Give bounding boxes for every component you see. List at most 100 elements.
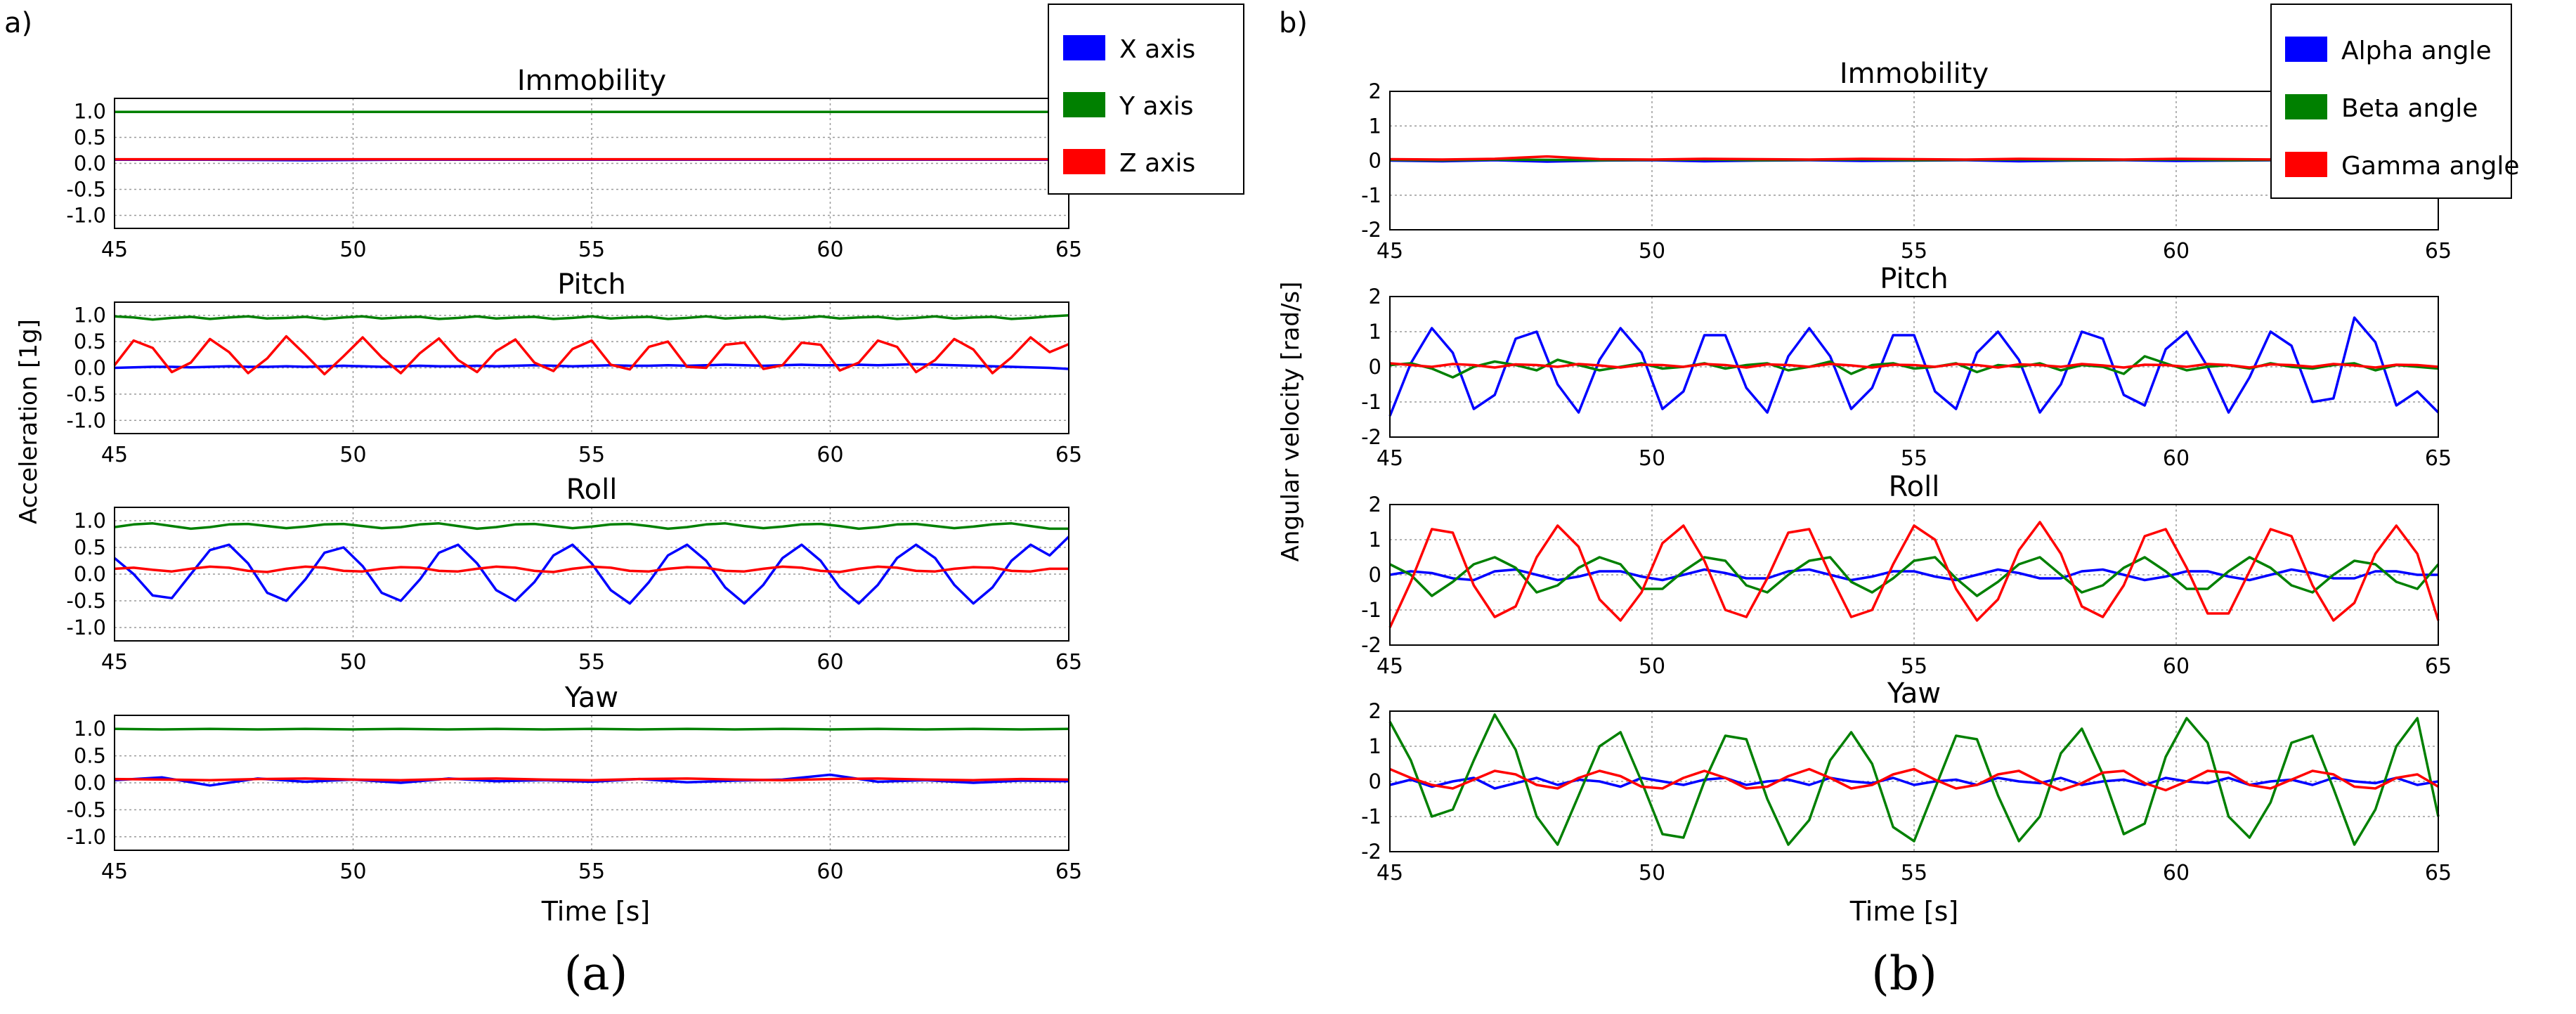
chart-b-roll-ytick-label-2: 0	[1369, 563, 1381, 587]
chart-a-yaw-xtick-label-60: 60	[817, 859, 843, 884]
chart-b-pitch-title: Pitch	[1880, 263, 1948, 295]
chart-b-pitch-ytick-label-1: -1	[1361, 390, 1381, 414]
chart-b-roll-xtick-label-50: 50	[1639, 654, 1665, 679]
chart-b-pitch-ytick-label-0: -2	[1361, 425, 1381, 449]
panel-b-ylabel: Angular velocity [rad/s]	[1277, 282, 1305, 562]
chart-a-pitch-xtick-label-60: 60	[817, 443, 843, 467]
legend-b-swatch-gamma	[2285, 152, 2327, 177]
chart-a-immobility-ytick-label-0: -1.0	[66, 204, 106, 228]
chart-a-yaw-ytick-label-3: 0.5	[74, 744, 106, 768]
legend-b-label-beta: Beta angle	[2341, 94, 2478, 123]
chart-a-yaw-ytick-label-2: 0.0	[74, 771, 106, 795]
legend-a-swatch-x	[1063, 35, 1105, 60]
chart-a-pitch-ytick-label-4: 1.0	[74, 304, 106, 327]
chart-b-pitch-xtick-label-45: 45	[1377, 446, 1403, 471]
chart-a-pitch-ytick-label-1: -0.5	[66, 382, 106, 406]
chart-a-immobility-ytick-label-1: -0.5	[66, 178, 106, 202]
subplot-b-roll: 45 50 55 60 65 -2 -1 0 1 2 Roll	[1361, 471, 2452, 679]
chart-a-yaw-xtick-label-50: 50	[339, 859, 366, 884]
panel-a-xlabel: Time [s]	[541, 896, 651, 927]
chart-b-immobility-xtick-label-55: 55	[1901, 239, 1927, 264]
chart-a-pitch-xtick-label-50: 50	[339, 443, 366, 467]
chart-b-yaw-ytick-label-1: -1	[1361, 805, 1381, 828]
chart-a-roll-ytick-label-3: 0.5	[74, 535, 106, 559]
chart-a-yaw-ytick-label-1: -0.5	[66, 798, 106, 821]
chart-b-roll-xtick-label-45: 45	[1377, 654, 1403, 679]
chart-a-yaw-xtick-label-65: 65	[1055, 859, 1082, 884]
chart-b-roll-ytick-label-1: -1	[1361, 598, 1381, 622]
chart-a-roll-frame	[114, 507, 1069, 642]
chart-b-yaw-series-gamma-angle	[1389, 767, 2439, 792]
chart-a-immobility-xtick-label-60: 60	[817, 238, 843, 262]
chart-b-immobility-series-gamma-angle	[1389, 155, 2439, 161]
chart-b-yaw-ytick-label-4: 2	[1369, 699, 1381, 723]
chart-b-immobility-ytick-label-4: 2	[1369, 79, 1381, 103]
chart-b-pitch-xtick-label-60: 60	[2163, 446, 2190, 471]
chart-a-roll-series-x-axis	[113, 535, 1070, 605]
chart-b-roll-frame	[1389, 504, 2439, 646]
chart-a-pitch-xtick-label-65: 65	[1055, 443, 1082, 467]
subplot-a-pitch: 45 50 55 60 65 -1.0-0.50.0 0.5 1.0 Pitch	[66, 268, 1082, 467]
chart-a-yaw-title: Yaw	[564, 682, 618, 714]
chart-a-roll-series-z-axis	[114, 565, 1069, 573]
legend-a-swatch-y	[1063, 92, 1105, 117]
chart-a-pitch-xtick-label-55: 55	[578, 443, 605, 467]
subplot-b-yaw: 45 50 55 60 65 -2 -1 0 1 2 Yaw	[1361, 677, 2452, 885]
chart-b-yaw-ytick-label-2: 0	[1369, 769, 1381, 793]
chart-a-pitch-series-y-axis	[114, 313, 1069, 321]
subplot-a-immobility: 45 50 55 60 65 -1.0-0.50.00.51.0 Immobility	[66, 65, 1082, 262]
panel-b-caption: (b)	[1871, 947, 1937, 1001]
chart-a-roll-xtick-label-45: 45	[101, 650, 128, 675]
chart-a-roll-title: Roll	[566, 474, 618, 506]
chart-b-immobility-ytick-label-1: -1	[1361, 183, 1381, 207]
chart-a-roll-series-y-axis	[114, 522, 1069, 531]
panel-a-ylabel: Acceleration [1g]	[15, 319, 43, 524]
chart-b-yaw-ytick-label-3: 1	[1369, 734, 1381, 758]
chart-a-yaw-xtick-label-55: 55	[578, 859, 605, 884]
legend-a-label-z: Z axis	[1119, 149, 1195, 178]
chart-a-pitch-ytick-label-3: 0.5	[74, 330, 106, 353]
chart-b-yaw-xtick-label-50: 50	[1639, 861, 1665, 885]
chart-b-roll-ytick-label-3: 1	[1369, 528, 1381, 552]
chart-a-yaw-series-z-axis	[114, 777, 1069, 781]
chart-b-immobility-xtick-label-45: 45	[1377, 239, 1403, 264]
chart-b-pitch-ytick-label-4: 2	[1369, 285, 1381, 308]
chart-b-immobility-xtick-label-50: 50	[1639, 239, 1665, 264]
legend-a-swatch-z	[1063, 149, 1105, 174]
legend-b-label-alpha: Alpha angle	[2341, 37, 2492, 65]
chart-b-yaw-title: Yaw	[1887, 677, 1941, 710]
chart-a-immobility-xtick-label-50: 50	[339, 238, 366, 262]
legend-a: X axis Y axis Z axis	[1048, 4, 1244, 195]
chart-a-roll-ytick-label-0: -1.0	[66, 616, 106, 639]
chart-a-roll-ytick-label-4: 1.0	[74, 509, 106, 533]
chart-a-immobility-ytick-label-2: 0.0	[74, 152, 106, 176]
subplot-b-pitch: 45 50 55 60 65 -2 -1 0 1 2 Pitch	[1361, 263, 2452, 471]
chart-b-yaw-ytick-label-0: -2	[1361, 840, 1381, 864]
legend-b: Alpha angle Beta angle Gamma angle	[2270, 4, 2519, 199]
chart-b-roll-xtick-label-60: 60	[2163, 654, 2190, 679]
chart-a-pitch-xtick-label-45: 45	[101, 443, 128, 467]
chart-b-roll-xtick-label-65: 65	[2425, 654, 2452, 679]
chart-a-roll-ytick-label-1: -0.5	[66, 589, 106, 613]
subplot-a-roll: 45 50 55 60 65 -1.0 -0.5 0.0 0.51.0 Roll	[66, 474, 1082, 675]
chart-b-yaw-xtick-label-45: 45	[1377, 861, 1403, 885]
chart-a-roll-xtick-label-60: 60	[817, 650, 843, 675]
chart-a-immobility-title: Immobility	[517, 65, 666, 97]
panel-a-caption: (a)	[564, 947, 628, 1001]
chart-b-roll-xtick-label-55: 55	[1901, 654, 1927, 679]
chart-b-yaw-xtick-label-60: 60	[2163, 861, 2190, 885]
legend-b-swatch-alpha	[2285, 37, 2327, 62]
chart-a-pitch-ytick-label-2: 0.0	[74, 356, 106, 380]
legend-a-label-x: X axis	[1119, 35, 1195, 64]
chart-b-yaw-series-beta-angle	[1388, 713, 2440, 846]
chart-b-pitch-frame	[1389, 296, 2439, 438]
chart-a-roll-xtick-label-65: 65	[1055, 650, 1082, 675]
chart-a-roll-xtick-label-50: 50	[339, 650, 366, 675]
chart-b-pitch-xtick-label-50: 50	[1639, 446, 1665, 471]
chart-b-pitch-series-alpha-angle	[1388, 316, 2440, 417]
chart-b-pitch-xtick-label-65: 65	[2425, 446, 2452, 471]
chart-b-yaw-series-alpha-angle	[1389, 776, 2439, 790]
chart-a-yaw-ytick-label-4: 1.0	[74, 717, 106, 741]
chart-b-immobility-title: Immobility	[1840, 58, 1989, 90]
